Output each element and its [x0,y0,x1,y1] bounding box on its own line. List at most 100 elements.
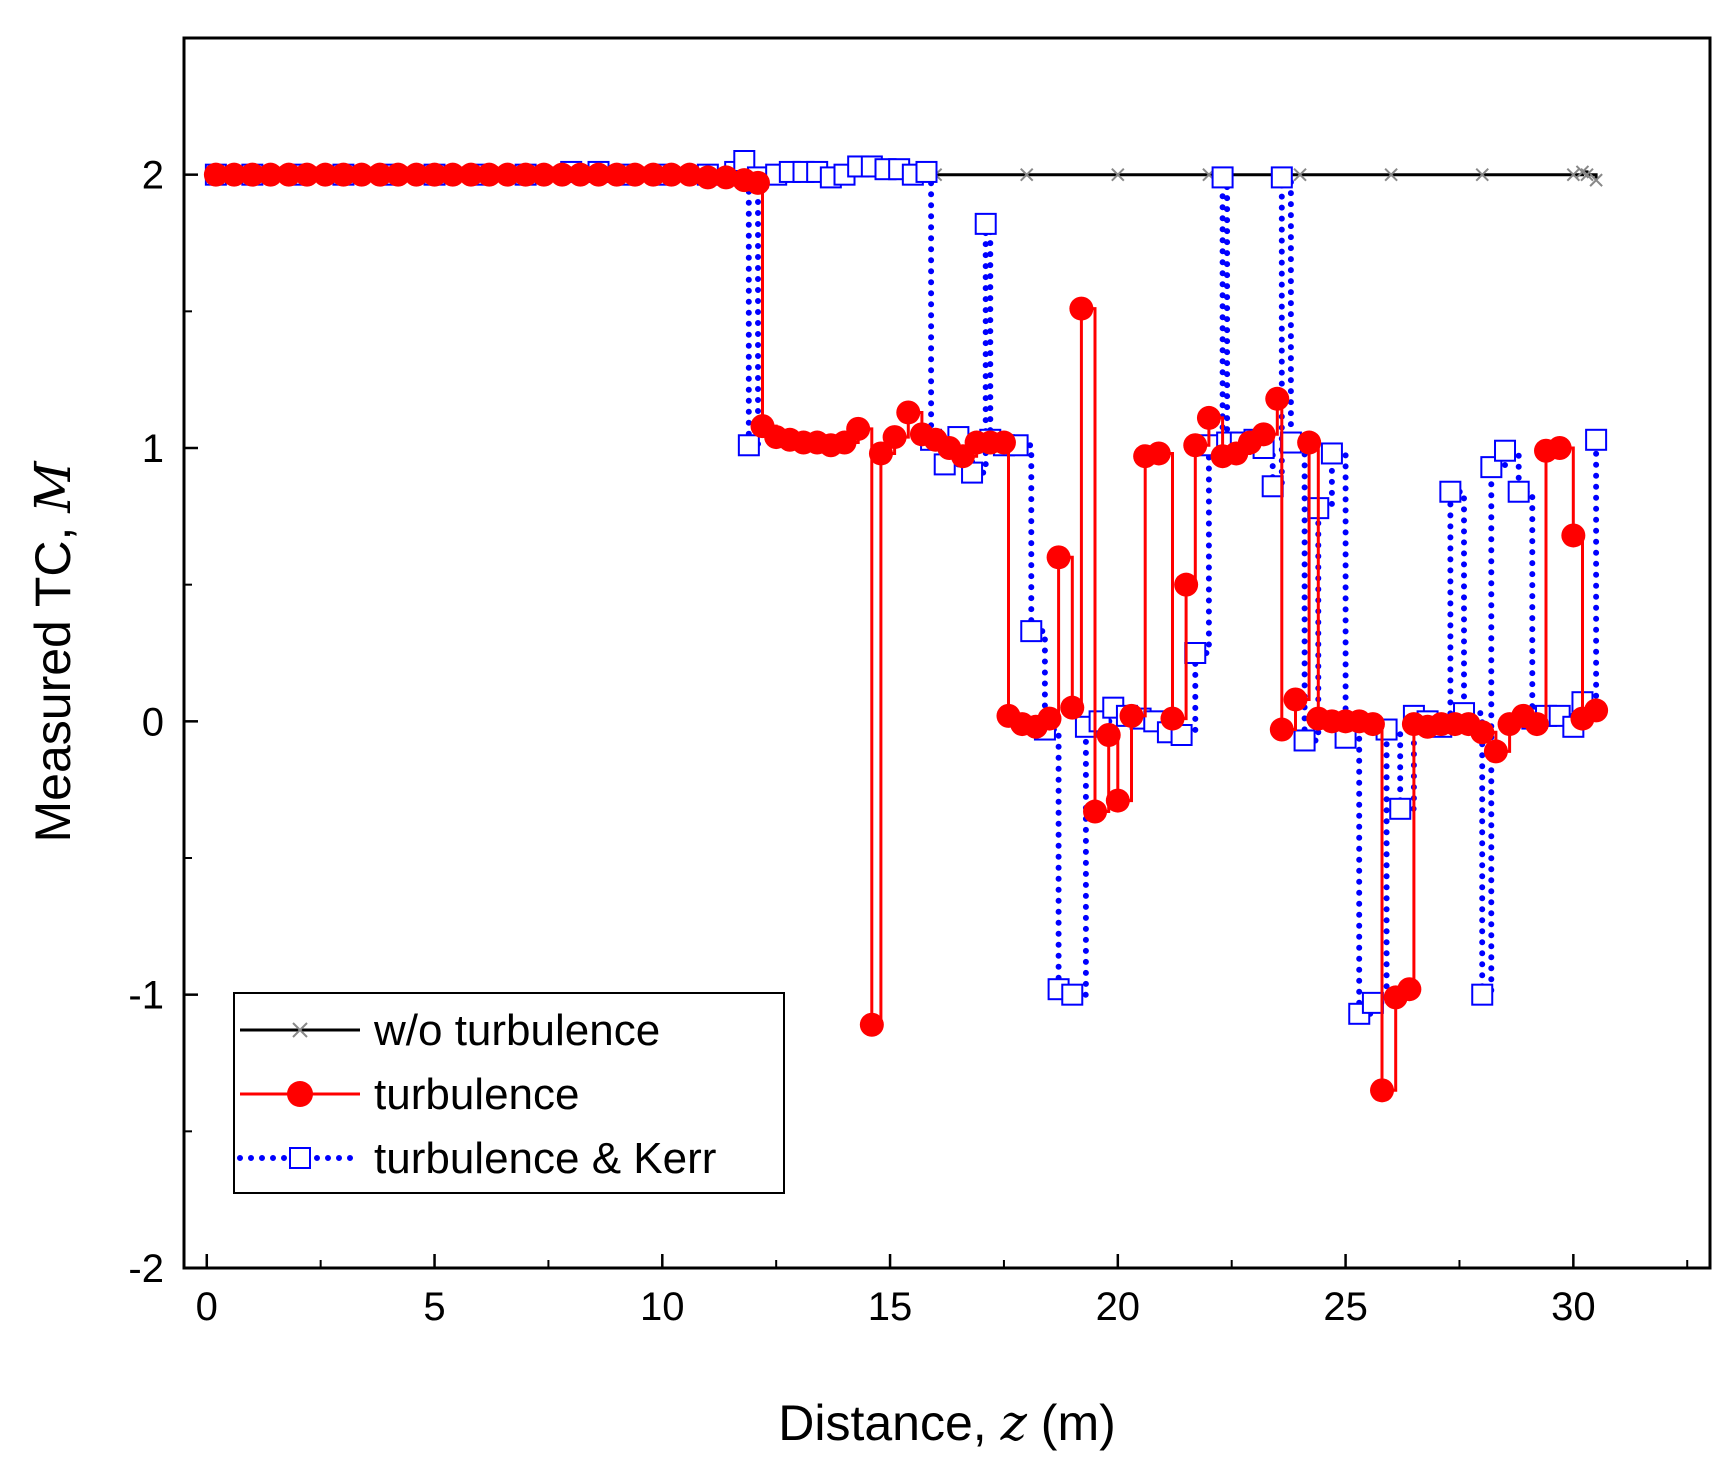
data-point [1105,788,1130,813]
data-point [203,162,228,187]
data-point [1111,167,1125,182]
y-tick-label: -1 [128,974,164,1018]
data-point [1160,706,1185,731]
x-tick-label: 15 [868,1285,913,1329]
data-point [240,162,265,187]
series-turbulence-kerr [204,150,1608,1025]
data-point [859,1012,884,1037]
data-point [882,425,907,450]
data-point [1297,430,1322,455]
data-point [1589,173,1603,187]
data-point [1384,167,1398,182]
data-point [568,162,593,187]
data-point [1060,695,1085,720]
data-point [386,162,411,187]
data-point [1397,977,1422,1002]
data-point [1475,167,1489,182]
data-point [276,162,301,187]
data-point [1507,480,1530,503]
data-point [1261,475,1284,498]
data-point [868,441,893,466]
data-point [258,162,283,187]
data-point [1270,166,1293,189]
data-point [1020,620,1043,643]
data-point [915,160,938,183]
legend-entry-turbulence: turbulence [240,1070,579,1119]
x-tick-label: 0 [196,1285,218,1329]
x-axis-title: Distance, z (m) [778,1394,1116,1452]
y-tick-label: 0 [142,700,164,744]
y-axis-variable: M [24,460,82,514]
data-point [531,162,556,187]
data-point [1361,991,1384,1014]
data-point [1494,439,1517,462]
data-point [1293,167,1307,182]
data-point [1439,480,1462,503]
data-point [1184,642,1207,664]
data-point [745,170,770,195]
data-point [422,162,447,187]
data-point [1470,720,1495,745]
data-point [349,162,374,187]
data-point [1320,442,1343,465]
data-point [313,162,338,187]
x-axis-unit: (m) [1027,1395,1116,1451]
plot-area: 0 5 10 15 20 25 30 -2 -1 0 1 2 [128,36,1712,1329]
data-point [477,162,502,187]
data-point [1389,797,1412,820]
legend-label-without-turbulence: w/o turbulence [373,1006,660,1055]
data-point [1471,983,1494,1006]
y-tick-label: -2 [128,1247,164,1291]
y-axis-title: Measured TC, M [24,460,82,843]
data-point [1083,799,1108,824]
data-point [586,162,611,187]
data-point [1561,523,1586,548]
data-point [1524,712,1549,737]
data-point [1480,456,1503,479]
legend-label-turbulence: turbulence [374,1070,579,1119]
data-point [695,165,720,190]
y-axis-ticks: -2 -1 0 1 2 [128,154,198,1291]
data-point [737,434,760,457]
data-point [1020,167,1034,182]
data-point [1283,687,1308,712]
data-point [991,430,1016,455]
data-point [1046,545,1071,570]
series-layer [203,150,1609,1103]
legend-marker-square [289,1147,311,1169]
data-point [1069,296,1094,321]
legend: w/o turbulence turbulence turbulence & K… [233,992,785,1194]
data-point [1196,405,1221,430]
data-point [1037,706,1062,731]
data-point [1265,386,1290,411]
y-tick-label: 2 [142,154,164,198]
legend-entry-without-turbulence: w/o turbulence [240,1006,660,1055]
data-point [677,162,702,187]
x-axis-title-text: Distance, [778,1395,1000,1451]
data-point [1211,166,1234,189]
data-point [331,162,356,187]
data-point [1360,712,1385,737]
data-point [846,416,871,441]
data-point [404,162,429,187]
data-point [458,162,483,187]
legend-label-turbulence-kerr: turbulence & Kerr [374,1134,716,1183]
svg-text:Measured TC, M: Measured TC, M [24,460,82,843]
data-point [1580,167,1594,182]
series-line [212,158,1600,1017]
series-turbulence [203,162,1609,1103]
x-tick-label: 20 [1096,1285,1141,1329]
x-tick-label: 5 [423,1285,445,1329]
y-axis-title-text: Measured TC, [25,513,81,843]
legend-marker-circle [287,1081,313,1107]
data-point [641,162,666,187]
data-point [1119,703,1144,728]
data-point [1566,167,1581,182]
y-tick-label: 1 [142,427,164,471]
data-point [1251,422,1276,447]
data-point [1483,739,1508,764]
data-point [367,162,392,187]
x-tick-label: 25 [1323,1285,1368,1329]
data-point [495,162,520,187]
